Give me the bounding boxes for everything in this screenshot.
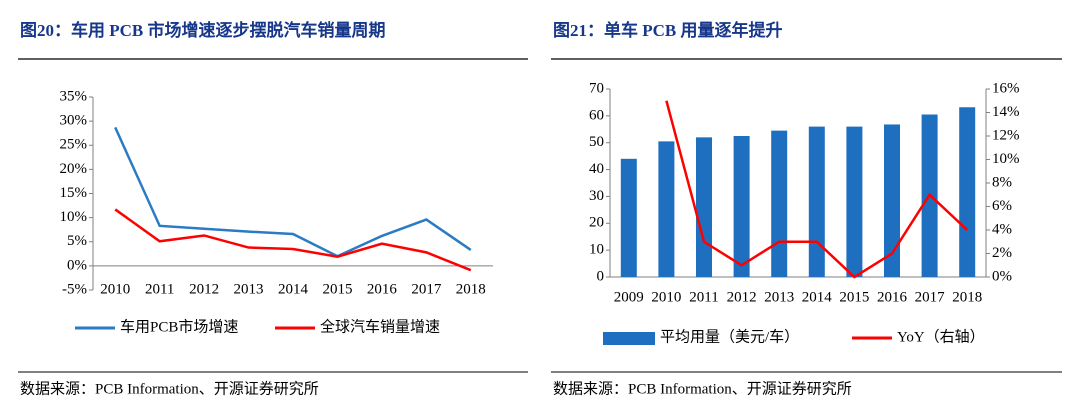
y-tick-label: 40 <box>589 161 604 177</box>
x-tick-label: 2012 <box>727 289 757 305</box>
y-tick-label: 6% <box>992 198 1012 214</box>
x-tick-label: 2009 <box>614 289 644 305</box>
y-tick-label: 30 <box>589 188 604 204</box>
y-tick-label: 70 <box>589 80 604 96</box>
bar <box>846 126 863 277</box>
x-tick-label: 2014 <box>802 289 833 305</box>
y-tick-label: 25% <box>60 137 88 153</box>
source: 数据来源：PCB Information、开源证券研究所 <box>20 380 319 397</box>
y-tick-label: 50 <box>589 134 604 150</box>
x-tick-label: 2016 <box>367 281 398 297</box>
y-tick-label: 16% <box>992 80 1020 96</box>
x-tick-label: 2015 <box>322 281 352 297</box>
x-tick-label: 2015 <box>839 289 869 305</box>
x-tick-label: 2012 <box>189 281 219 297</box>
legend-label: 车用PCB市场增速 <box>120 318 238 335</box>
x-tick-label: 2017 <box>411 281 442 297</box>
legend-label: 平均用量（美元/车） <box>660 328 799 345</box>
y-tick-label: 0% <box>992 268 1012 284</box>
bar <box>658 141 675 277</box>
x-tick-label: 2016 <box>877 289 908 305</box>
x-tick-label: 2010 <box>651 289 681 305</box>
y-tick-label: 10 <box>589 242 604 258</box>
x-tick-label: 2017 <box>915 289 946 305</box>
y-tick-label: 2% <box>992 245 1012 261</box>
y-tick-label: 20% <box>60 161 88 177</box>
y-tick-label: 8% <box>992 174 1012 190</box>
bar <box>696 137 712 277</box>
y-tick-label: 0% <box>67 257 87 273</box>
x-tick-label: 2011 <box>145 281 174 297</box>
x-tick-label: 2018 <box>952 289 982 305</box>
x-tick-label: 2011 <box>689 289 718 305</box>
y-tick-label: -5% <box>62 281 87 297</box>
bar <box>959 107 976 278</box>
bar <box>620 158 637 277</box>
y-tick-label: 30% <box>60 113 88 129</box>
bar <box>771 130 788 277</box>
legend-label: 全球汽车销量增速 <box>320 317 440 335</box>
y-tick-label: 0 <box>597 268 605 284</box>
x-tick-label: 2014 <box>278 281 309 297</box>
y-tick-label: 5% <box>67 233 87 249</box>
y-tick-label: 10% <box>992 151 1020 167</box>
y-tick-label: 60 <box>589 107 604 123</box>
y-tick-label: 12% <box>992 127 1020 143</box>
legend-label: YoY（右轴） <box>897 328 985 345</box>
x-tick-label: 2018 <box>456 281 486 297</box>
x-tick-label: 2010 <box>100 281 130 297</box>
line <box>665 100 969 279</box>
y-tick-label: 14% <box>992 104 1020 120</box>
y-tick-label: 35% <box>60 88 88 104</box>
legend-swatch <box>603 332 655 345</box>
line <box>114 208 472 272</box>
x-tick-label: 2013 <box>764 289 794 305</box>
chart-title: 图21：单车 PCB 用量逐年提升 <box>553 20 783 40</box>
y-tick-label: 10% <box>60 209 88 225</box>
bar <box>808 126 825 277</box>
y-tick-label: 15% <box>60 185 88 201</box>
source: 数据来源：PCB Information、开源证券研究所 <box>553 380 852 397</box>
bar <box>884 124 900 277</box>
chart-title: 图20：车用 PCB 市场增速逐步摆脱汽车销量周期 <box>20 20 386 40</box>
y-tick-label: 20 <box>589 215 604 231</box>
y-tick-label: 4% <box>992 221 1012 237</box>
line <box>114 126 472 258</box>
bar <box>733 136 750 277</box>
x-tick-label: 2013 <box>234 281 264 297</box>
